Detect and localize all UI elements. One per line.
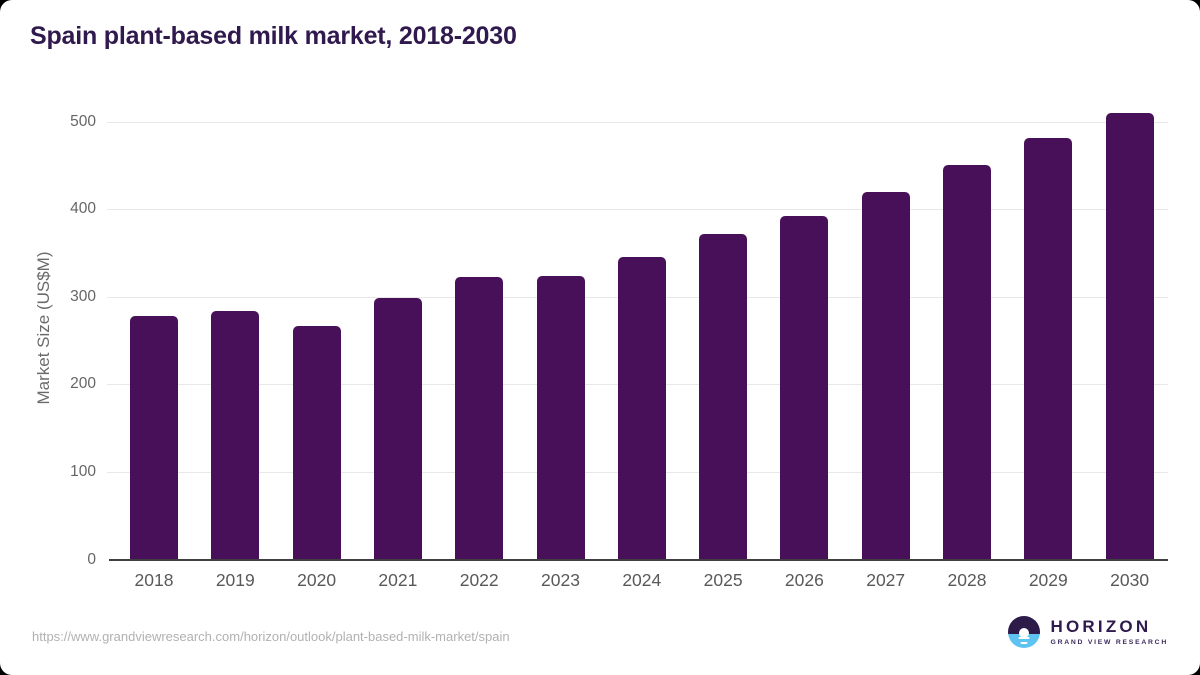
y-tick-label-400: 400	[70, 200, 96, 218]
bar-2024	[617, 257, 666, 560]
y-tick-label-500: 500	[70, 112, 96, 130]
x-tick-label-2027: 2027	[866, 570, 906, 590]
bar-2018	[130, 315, 178, 560]
bar-2027	[861, 192, 910, 560]
bar-2028	[943, 165, 991, 560]
y-tick-label-200: 200	[70, 375, 96, 393]
bar-2029	[1024, 138, 1073, 560]
bar-2019	[211, 310, 260, 560]
gridline-500	[107, 121, 1168, 123]
x-tick-label-2018: 2018	[134, 570, 174, 590]
x-tick-label-2023: 2023	[541, 570, 580, 590]
horizon-logo: HORIZON GRAND VIEW RESEARCH	[1007, 616, 1168, 648]
y-tick-label-100: 100	[70, 462, 96, 480]
x-tick-label-2028: 2028	[947, 570, 987, 590]
source-url: https://www.grandviewresearch.com/horizo…	[32, 629, 510, 644]
y-axis-label: Market Size (US$M)	[34, 251, 53, 405]
logo-sea-half	[1007, 633, 1040, 648]
x-axis-line	[109, 558, 1168, 561]
logo-sun-dot	[1018, 628, 1029, 639]
x-tick-label-2030: 2030	[1110, 570, 1150, 590]
bar-2030	[1105, 112, 1154, 560]
chart-title: Spain plant-based milk market, 2018-2030	[30, 22, 517, 50]
logo-ripple-line	[1020, 641, 1028, 644]
x-tick-label-2029: 2029	[1028, 570, 1068, 590]
bar-2026	[780, 216, 829, 560]
logo-name: HORIZON	[1050, 616, 1152, 636]
bar-2025	[699, 233, 748, 560]
logo-sky-half	[1007, 616, 1040, 634]
bar-2022	[455, 277, 504, 560]
logo-subtitle: GRAND VIEW RESEARCH	[1050, 639, 1168, 647]
y-tick-label-300: 300	[70, 287, 96, 305]
y-tick-label-0: 0	[87, 550, 96, 568]
x-tick-label-2021: 2021	[378, 570, 418, 590]
x-tick-label-2025: 2025	[703, 570, 743, 590]
logo-ripple-line	[1018, 637, 1030, 640]
x-tick-label-2020: 2020	[297, 570, 337, 590]
bar-2021	[373, 298, 422, 560]
x-tick-label-2026: 2026	[784, 570, 824, 590]
x-tick-label-2022: 2022	[459, 570, 499, 590]
bar-2020	[292, 326, 341, 560]
logo-text-block: HORIZON GRAND VIEW RESEARCH	[1050, 616, 1168, 647]
gridline-400	[107, 209, 1168, 211]
horizon-sunset-circle-icon	[1007, 616, 1040, 648]
x-tick-label-2019: 2019	[215, 570, 255, 590]
x-tick-label-2024: 2024	[622, 570, 662, 590]
bar-2023	[536, 275, 585, 560]
